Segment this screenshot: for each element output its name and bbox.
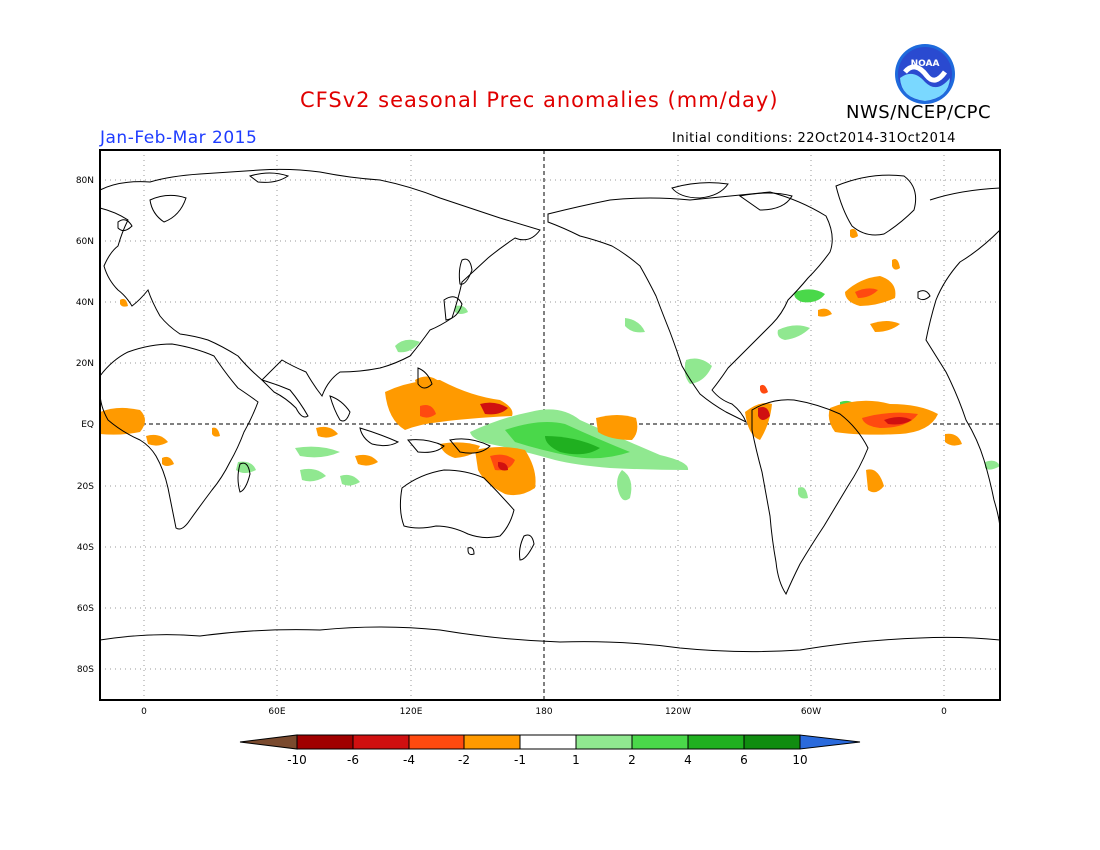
lon-label: 120W xyxy=(665,707,691,717)
latitude-labels: 80N 60N 40N 20N EQ 20S 40S 60S 80S xyxy=(76,176,94,675)
colorbar-label: -4 xyxy=(403,753,415,767)
lat-label: 60N xyxy=(76,237,94,247)
lat-label: 80S xyxy=(77,665,94,675)
coastlines xyxy=(99,168,1001,653)
colorbar-label: 6 xyxy=(740,753,748,767)
lat-label: 60S xyxy=(77,604,94,614)
colorbar-swatch xyxy=(408,734,465,750)
initial-conditions: Initial conditions: 22Oct2014-31Oct2014 xyxy=(672,131,956,146)
colorbar-swatch xyxy=(296,734,354,750)
lon-label: 120E xyxy=(400,707,423,717)
colorbar-label: 10 xyxy=(792,753,807,767)
lon-label: 60E xyxy=(268,707,285,717)
colorbar-arrow-right xyxy=(799,734,861,750)
agency-label: NWS/NCEP/CPC xyxy=(846,102,992,123)
colorbar-arrow-left xyxy=(239,734,298,750)
colorbar-swatch xyxy=(687,734,745,750)
lat-label: 20S xyxy=(77,482,94,492)
longitude-labels: 0 60E 120E 180 120W 60W 0 xyxy=(141,707,947,717)
colorbar-swatch xyxy=(519,734,577,750)
colorbar-swatch xyxy=(575,734,633,750)
colorbar-label: 1 xyxy=(572,753,580,767)
lat-label: 40S xyxy=(77,543,94,553)
colorbar-label: -10 xyxy=(287,753,307,767)
lat-label: 80N xyxy=(76,176,94,186)
lat-label: EQ xyxy=(81,420,94,430)
colorbar-swatch xyxy=(743,734,801,750)
chart-title: CFSv2 seasonal Prec anomalies (mm/day) xyxy=(300,88,779,112)
colorbar: -10 -6 -4 -2 -1 1 2 4 6 10 xyxy=(239,734,861,767)
colorbar-swatch xyxy=(463,734,521,750)
colorbar-swatch xyxy=(631,734,689,750)
lon-label: 60W xyxy=(801,707,821,717)
colorbar-label: -6 xyxy=(347,753,359,767)
colorbar-label: -1 xyxy=(514,753,526,767)
lat-label: 40N xyxy=(76,298,94,308)
forecast-period: Jan-Feb-Mar 2015 xyxy=(100,128,258,148)
lat-label: 20N xyxy=(76,359,94,369)
noaa-logo-icon: NOAA xyxy=(895,44,955,104)
dry-anomalies xyxy=(100,228,962,496)
colorbar-label: -2 xyxy=(458,753,470,767)
grid-lines xyxy=(100,150,1000,700)
lon-label: 0 xyxy=(941,707,947,717)
colorbar-label: 2 xyxy=(628,753,636,767)
lon-label: 180 xyxy=(535,707,552,717)
wet-anomalies xyxy=(236,289,1000,501)
logo-text: NOAA xyxy=(911,59,940,69)
colorbar-swatch xyxy=(352,734,410,750)
colorbar-label: 4 xyxy=(684,753,692,767)
lon-label: 0 xyxy=(141,707,147,717)
